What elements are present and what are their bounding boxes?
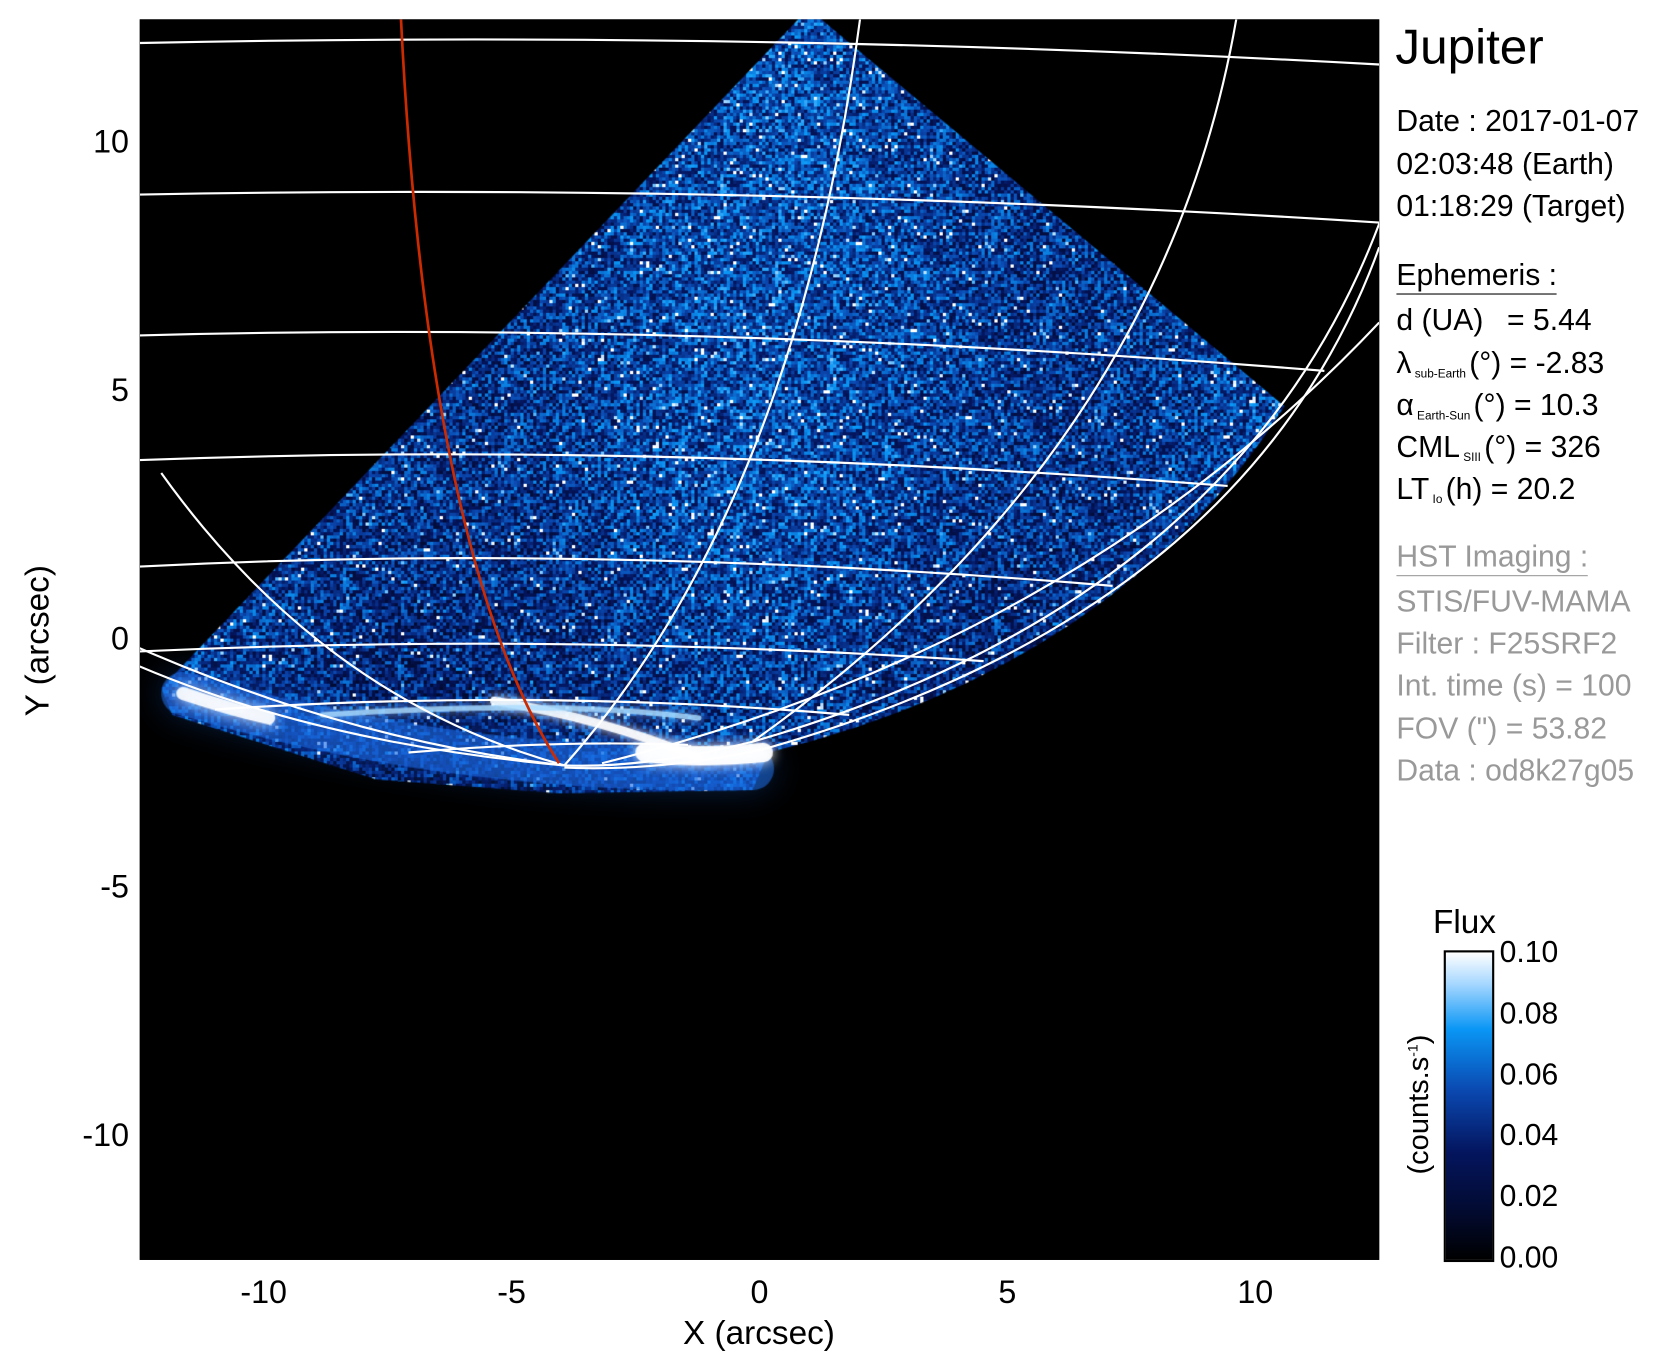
target-time-text: 01:18:29 (Target): [1396, 189, 1626, 223]
colorbar-tick-label: 0.02: [1499, 1179, 1559, 1213]
target-title: Jupiter: [1395, 18, 1544, 75]
lambda-sub: sub-Earth: [1414, 367, 1466, 381]
int-time-text: Int. time (s) = 100: [1396, 668, 1632, 702]
grid-overlay: [139, 19, 1380, 770]
cml-symbol: CML: [1396, 430, 1460, 464]
latitude-line: [139, 453, 1228, 487]
longitude-line: [751, 19, 1238, 743]
lt-row: LT Io (h) = 20.2: [1396, 471, 1576, 516]
lambda-symbol: λ: [1396, 346, 1412, 380]
longitude-line: [139, 665, 565, 767]
unit-suffix: ): [1402, 1034, 1435, 1045]
x-tick-label: -5: [497, 1274, 526, 1311]
lt-sub: Io: [1432, 493, 1443, 507]
unit-prefix: (counts.s: [1402, 1056, 1435, 1175]
lt-symbol: LT: [1396, 471, 1430, 506]
date-text: Date : 2017-01-07: [1396, 104, 1640, 138]
y-axis-title: Y (arcsec): [18, 565, 56, 717]
plot-area: [139, 19, 1380, 1260]
y-tick-label: 10: [93, 125, 129, 161]
alpha-value: (°) = 10.3: [1473, 388, 1599, 422]
x-tick-label: 0: [750, 1274, 769, 1311]
latitude-row: λ sub-Earth (°) = -2.83: [1396, 347, 1604, 390]
latitude-line: [139, 557, 1113, 587]
x-tick-label: -10: [240, 1274, 287, 1311]
longitude-line: [601, 321, 1380, 765]
filter-text: Filter : F25SRF2: [1396, 626, 1618, 661]
latitude-line: [214, 698, 850, 716]
y-tick-label: 0: [111, 621, 129, 657]
colorbar-tick-label: 0.00: [1499, 1240, 1559, 1274]
cml-sub: SIII: [1463, 451, 1481, 465]
meridian-line: [399, 19, 561, 764]
distance-label: d (UA): [1396, 303, 1484, 337]
colorbar-tick-label: 0.10: [1499, 935, 1559, 969]
longitude-line: [139, 647, 565, 767]
colorbar-tick-label: 0.08: [1499, 996, 1559, 1030]
alpha-symbol: α: [1396, 388, 1414, 422]
x-tick-label: 5: [998, 1274, 1017, 1311]
latitude-line: [139, 330, 1325, 372]
limb-line: [564, 223, 1380, 767]
longitude-line: [160, 472, 565, 767]
y-tick-label: 5: [111, 373, 129, 409]
hst-header: HST Imaging :: [1396, 539, 1589, 577]
latitude-line: [139, 642, 984, 663]
lambda-value: (°) = -2.83: [1469, 346, 1605, 380]
y-tick-label: -10: [82, 1117, 129, 1154]
cml-value: (°) = 326: [1484, 430, 1601, 464]
x-axis-title: X (arcsec): [683, 1313, 835, 1352]
longitude-line: [563, 19, 862, 767]
latitude-line: [408, 742, 689, 754]
limb-line: [564, 246, 1380, 770]
colorbar-tick-label: 0.04: [1499, 1118, 1559, 1152]
uv-image: [139, 19, 1380, 1260]
colorbar-tick-label: 0.06: [1499, 1057, 1559, 1091]
colorbar-unit: (counts.s-1): [1402, 1008, 1435, 1201]
colorbar-title: Flux: [1432, 903, 1496, 941]
instrument-text: STIS/FUV-MAMA: [1396, 584, 1631, 619]
cml-row: CML SIII (°) = 326: [1396, 431, 1600, 474]
distance-row: d (UA) = 5.44: [1396, 304, 1591, 336]
colorbar: [1443, 950, 1495, 1263]
alpha-sub: Earth-Sun: [1417, 409, 1471, 423]
ephemeris-header: Ephemeris :: [1396, 258, 1558, 295]
data-id-text: Data : od8k27g05: [1396, 753, 1635, 787]
latitude-line: [139, 190, 1380, 224]
y-tick-label: -5: [100, 869, 129, 905]
unit-exponent: -1: [1404, 1044, 1421, 1057]
latitude-line: [139, 38, 1380, 66]
fov-text: FOV (") = 53.82: [1396, 711, 1608, 745]
distance-value: = 5.44: [1507, 303, 1592, 337]
x-tick-label: 10: [1237, 1274, 1274, 1311]
lt-value: (h) = 20.2: [1445, 471, 1576, 506]
phase-row: α Earth-Sun (°) = 10.3: [1396, 389, 1598, 432]
earth-time-text: 02:03:48 (Earth): [1396, 147, 1614, 181]
